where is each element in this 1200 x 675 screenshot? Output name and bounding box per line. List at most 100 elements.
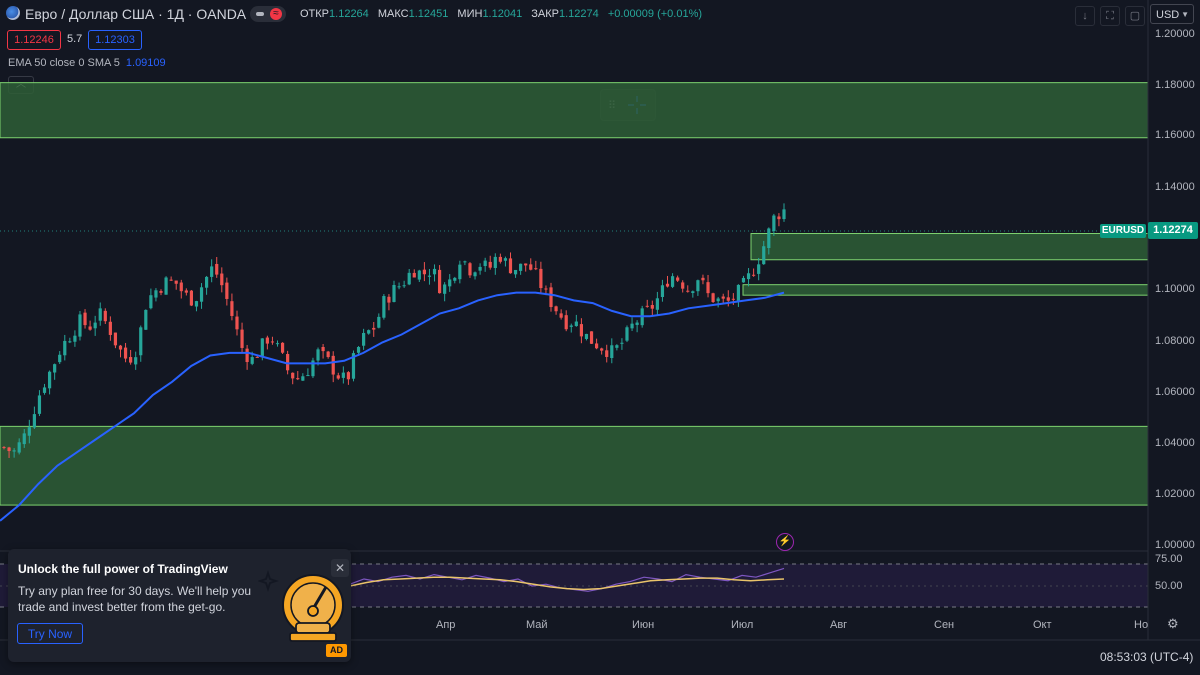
- candle-body: [118, 345, 123, 350]
- low-value: 1.12041: [482, 8, 523, 20]
- candle-body: [27, 427, 31, 436]
- candle-body: [767, 228, 771, 249]
- sell-button[interactable]: 1.12246: [7, 30, 61, 50]
- currency-select[interactable]: USD ▼: [1150, 4, 1194, 24]
- symbol-logo-icon[interactable]: [6, 6, 20, 20]
- candle-body: [417, 270, 421, 280]
- arrow-down-icon[interactable]: ↓: [1075, 6, 1095, 26]
- speedometer-illustration-icon: [258, 570, 344, 642]
- candle-body: [529, 264, 533, 270]
- zones-layer: [0, 82, 1149, 506]
- price-label: 1.16000: [1155, 129, 1195, 141]
- clock-readout[interactable]: 08:53:03 (UTC-4): [1100, 650, 1194, 664]
- indicator-value: 1.09109: [125, 57, 166, 69]
- candle-body: [174, 280, 178, 284]
- candle-body: [194, 301, 199, 307]
- candle-body: [554, 306, 558, 312]
- market-status-toggle[interactable]: ≈: [250, 6, 286, 22]
- candle-body: [691, 291, 695, 294]
- candle-body: [620, 342, 624, 344]
- candle-body: [468, 263, 472, 276]
- wave-icon: ≈: [270, 8, 282, 20]
- gear-icon[interactable]: ⚙: [1167, 616, 1179, 631]
- candle-body: [164, 277, 168, 295]
- candle-body: [600, 348, 604, 351]
- buy-button[interactable]: 1.12303: [88, 30, 142, 50]
- candle-body: [351, 353, 356, 379]
- candle-body: [676, 277, 680, 281]
- candle-body: [362, 332, 366, 346]
- fullscreen-icon[interactable]: ⛶: [1100, 6, 1120, 26]
- candle-body: [625, 327, 629, 341]
- last-price-tag: 1.12274: [1148, 222, 1198, 239]
- candle-body: [539, 268, 543, 289]
- high-key: МАКС: [377, 8, 409, 20]
- candle-body: [134, 357, 138, 365]
- screenshot-icon[interactable]: ▢: [1125, 6, 1145, 26]
- lightning-icon[interactable]: ⚡: [776, 533, 794, 551]
- candle-body: [204, 276, 209, 288]
- candle-body: [296, 378, 300, 380]
- candle-body: [58, 354, 62, 363]
- close-icon[interactable]: ✕: [331, 559, 349, 577]
- candle-body: [736, 284, 741, 302]
- candle-body: [427, 275, 432, 277]
- indicator-legend[interactable]: EMA 50 close 0 SMA 5 1.09109: [8, 57, 166, 69]
- candle-body: [407, 272, 411, 285]
- time-label: Июн: [632, 619, 655, 631]
- candle-body: [37, 395, 42, 414]
- candle-body: [686, 290, 690, 292]
- candle-body: [154, 290, 158, 298]
- candle-body: [68, 341, 72, 343]
- candle-body: [63, 340, 67, 356]
- support-resistance-zone: [0, 425, 1149, 506]
- candle-body: [716, 298, 720, 302]
- candle-body: [741, 277, 746, 283]
- minus-icon: [256, 12, 264, 16]
- candle-body: [584, 333, 589, 339]
- candle-body: [220, 273, 224, 286]
- candle-body: [98, 308, 102, 321]
- candle-body: [377, 316, 381, 328]
- candle-body: [721, 296, 725, 299]
- candle-body: [574, 321, 578, 327]
- price-label: 1.14000: [1155, 181, 1195, 193]
- support-resistance-zone: [0, 82, 1149, 139]
- candle-body: [123, 347, 128, 359]
- time-label: Авг: [830, 619, 848, 631]
- candle-body: [524, 263, 528, 266]
- candle-body: [42, 387, 47, 393]
- price-label: 1.02000: [1155, 488, 1195, 500]
- candle-body: [199, 287, 204, 302]
- candle-body: [498, 256, 502, 262]
- candle-body: [189, 290, 194, 306]
- symbol-title[interactable]: Евро / Доллар США · 1Д · OANDA: [25, 6, 247, 22]
- candle-body: [367, 330, 371, 334]
- candle-body: [655, 298, 659, 310]
- candle-body: [144, 309, 148, 330]
- time-label: Сен: [934, 619, 955, 631]
- high-value: 1.12451: [408, 8, 449, 20]
- candle-body: [605, 350, 609, 357]
- candle-body: [321, 346, 325, 352]
- candle-body: [437, 269, 442, 294]
- promo-title: Unlock the full power of TradingView: [18, 562, 228, 576]
- candle-body: [311, 360, 315, 377]
- candle-body: [306, 375, 310, 377]
- candle-body: [255, 356, 259, 358]
- candle-body: [326, 351, 330, 358]
- candle-body: [12, 450, 16, 452]
- candle-body: [129, 357, 133, 363]
- candle-body: [179, 282, 183, 292]
- candle-body: [610, 345, 614, 359]
- candle-body: [493, 256, 497, 269]
- candle-body: [78, 314, 82, 337]
- spread-value: 5.7: [67, 33, 83, 45]
- try-now-button[interactable]: Try Now: [17, 623, 83, 644]
- ad-badge: AD: [326, 644, 347, 657]
- open-value: 1.12264: [329, 8, 369, 20]
- candle-body: [149, 295, 153, 309]
- candles-layer: [2, 203, 786, 458]
- time-label: Июл: [731, 619, 754, 631]
